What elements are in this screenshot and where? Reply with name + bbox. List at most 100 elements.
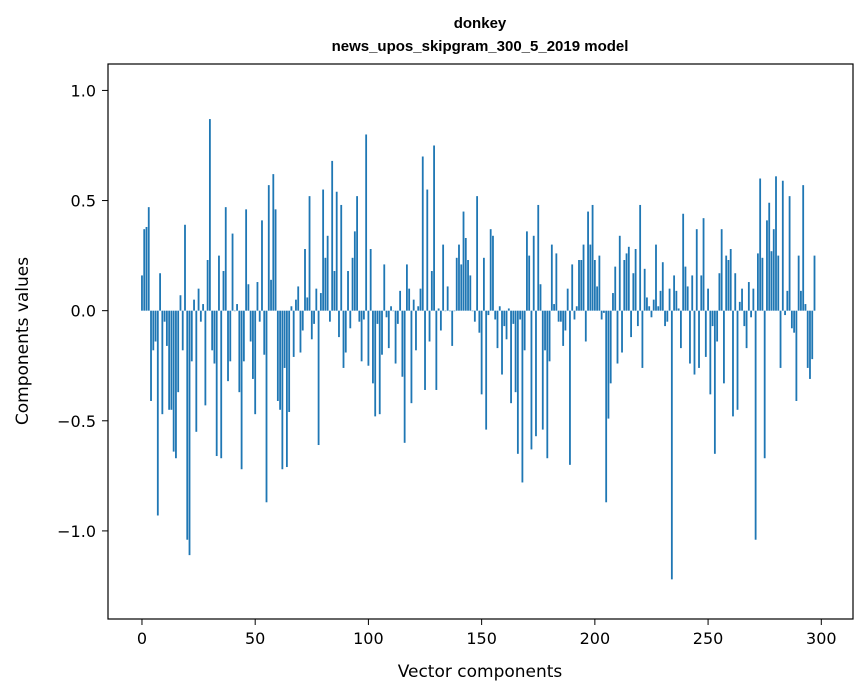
bar-240 <box>684 266 687 311</box>
bar-182 <box>553 304 555 311</box>
bar-264 <box>738 301 741 311</box>
bar-62 <box>281 310 284 470</box>
bar-256 <box>720 229 723 311</box>
bar-138 <box>453 310 456 312</box>
bar-159 <box>501 310 503 375</box>
bar-31 <box>211 310 214 351</box>
bar-76 <box>313 310 315 324</box>
bar-247 <box>700 275 703 311</box>
x-tick-label: 100 <box>353 629 384 648</box>
bar-293 <box>804 304 807 311</box>
bar-150 <box>480 310 483 395</box>
bar-219 <box>636 310 639 327</box>
bar-285 <box>786 290 789 311</box>
bar-254 <box>716 310 719 342</box>
bar-174 <box>535 310 537 437</box>
bar-107 <box>383 264 386 311</box>
bar-270 <box>752 288 755 311</box>
bar-27 <box>202 304 205 311</box>
bar-294 <box>806 310 809 368</box>
bar-297 <box>813 255 816 311</box>
bar-269 <box>750 310 752 318</box>
bar-37 <box>224 207 227 311</box>
bars-group <box>141 119 816 580</box>
bar-65 <box>288 310 291 412</box>
bar-145 <box>469 275 472 311</box>
bar-183 <box>555 253 558 311</box>
bar-207 <box>609 310 612 384</box>
bar-91 <box>347 271 349 311</box>
bar-238 <box>680 310 682 349</box>
bar-206 <box>607 310 610 419</box>
bar-267 <box>745 310 748 349</box>
bar-1 <box>143 229 146 311</box>
bar-260 <box>729 249 732 311</box>
bar-68 <box>295 299 297 311</box>
bar-126 <box>426 189 429 311</box>
bar-83 <box>329 310 331 322</box>
bar-137 <box>451 310 454 346</box>
bar-213 <box>623 260 626 311</box>
bar-241 <box>686 286 689 311</box>
bar-45 <box>242 310 245 362</box>
bar-228 <box>657 306 660 311</box>
bar-232 <box>666 310 669 322</box>
bar-97 <box>360 310 363 362</box>
bar-220 <box>639 204 642 311</box>
bar-135 <box>446 286 449 311</box>
bar-295 <box>809 310 811 379</box>
bar-56 <box>267 185 270 311</box>
bar-47 <box>247 284 250 311</box>
bar-197 <box>587 211 589 311</box>
bar-104 <box>376 310 379 324</box>
bar-196 <box>584 310 587 342</box>
bar-87 <box>338 310 340 338</box>
bar-109 <box>387 310 390 349</box>
bar-117 <box>406 264 408 311</box>
bar-186 <box>562 310 565 346</box>
bar-290 <box>797 255 800 311</box>
bar-57 <box>270 279 272 311</box>
plot-area-frame <box>107 63 854 620</box>
bar-275 <box>763 310 766 459</box>
bar-10 <box>163 310 166 322</box>
bar-253 <box>713 310 716 454</box>
bar-128 <box>430 271 433 311</box>
bar-202 <box>598 255 601 311</box>
bar-127 <box>428 310 431 342</box>
bar-234 <box>670 310 673 580</box>
bar-208 <box>612 293 614 311</box>
bar-103 <box>374 310 377 417</box>
x-tick-label: 0 <box>137 629 147 648</box>
bar-225 <box>650 310 653 318</box>
bar-44 <box>240 310 243 470</box>
bar-201 <box>596 286 599 311</box>
bar-249 <box>704 310 707 357</box>
bar-53 <box>261 220 263 311</box>
bar-255 <box>718 273 721 311</box>
bar-35 <box>220 310 223 459</box>
bar-239 <box>682 213 685 311</box>
bar-218 <box>634 249 637 311</box>
bar-134 <box>444 310 447 312</box>
bar-230 <box>661 262 664 311</box>
bar-136 <box>449 310 451 312</box>
bar-279 <box>772 229 775 311</box>
bar-29 <box>206 260 209 311</box>
bar-5 <box>152 310 155 351</box>
bar-268 <box>747 282 750 311</box>
bar-119 <box>410 310 413 404</box>
bar-224 <box>648 306 651 311</box>
bar-284 <box>784 310 786 316</box>
y-tick-label: 0.5 <box>71 192 96 211</box>
bar-227 <box>655 244 657 311</box>
bar-30 <box>208 119 211 311</box>
bar-151 <box>482 257 485 311</box>
bar-15 <box>175 310 177 459</box>
bar-113 <box>396 310 399 324</box>
y-tick-label: −1.0 <box>57 522 96 541</box>
bar-222 <box>643 268 646 311</box>
bar-248 <box>702 218 705 311</box>
bar-273 <box>759 178 762 311</box>
bar-231 <box>664 310 666 327</box>
